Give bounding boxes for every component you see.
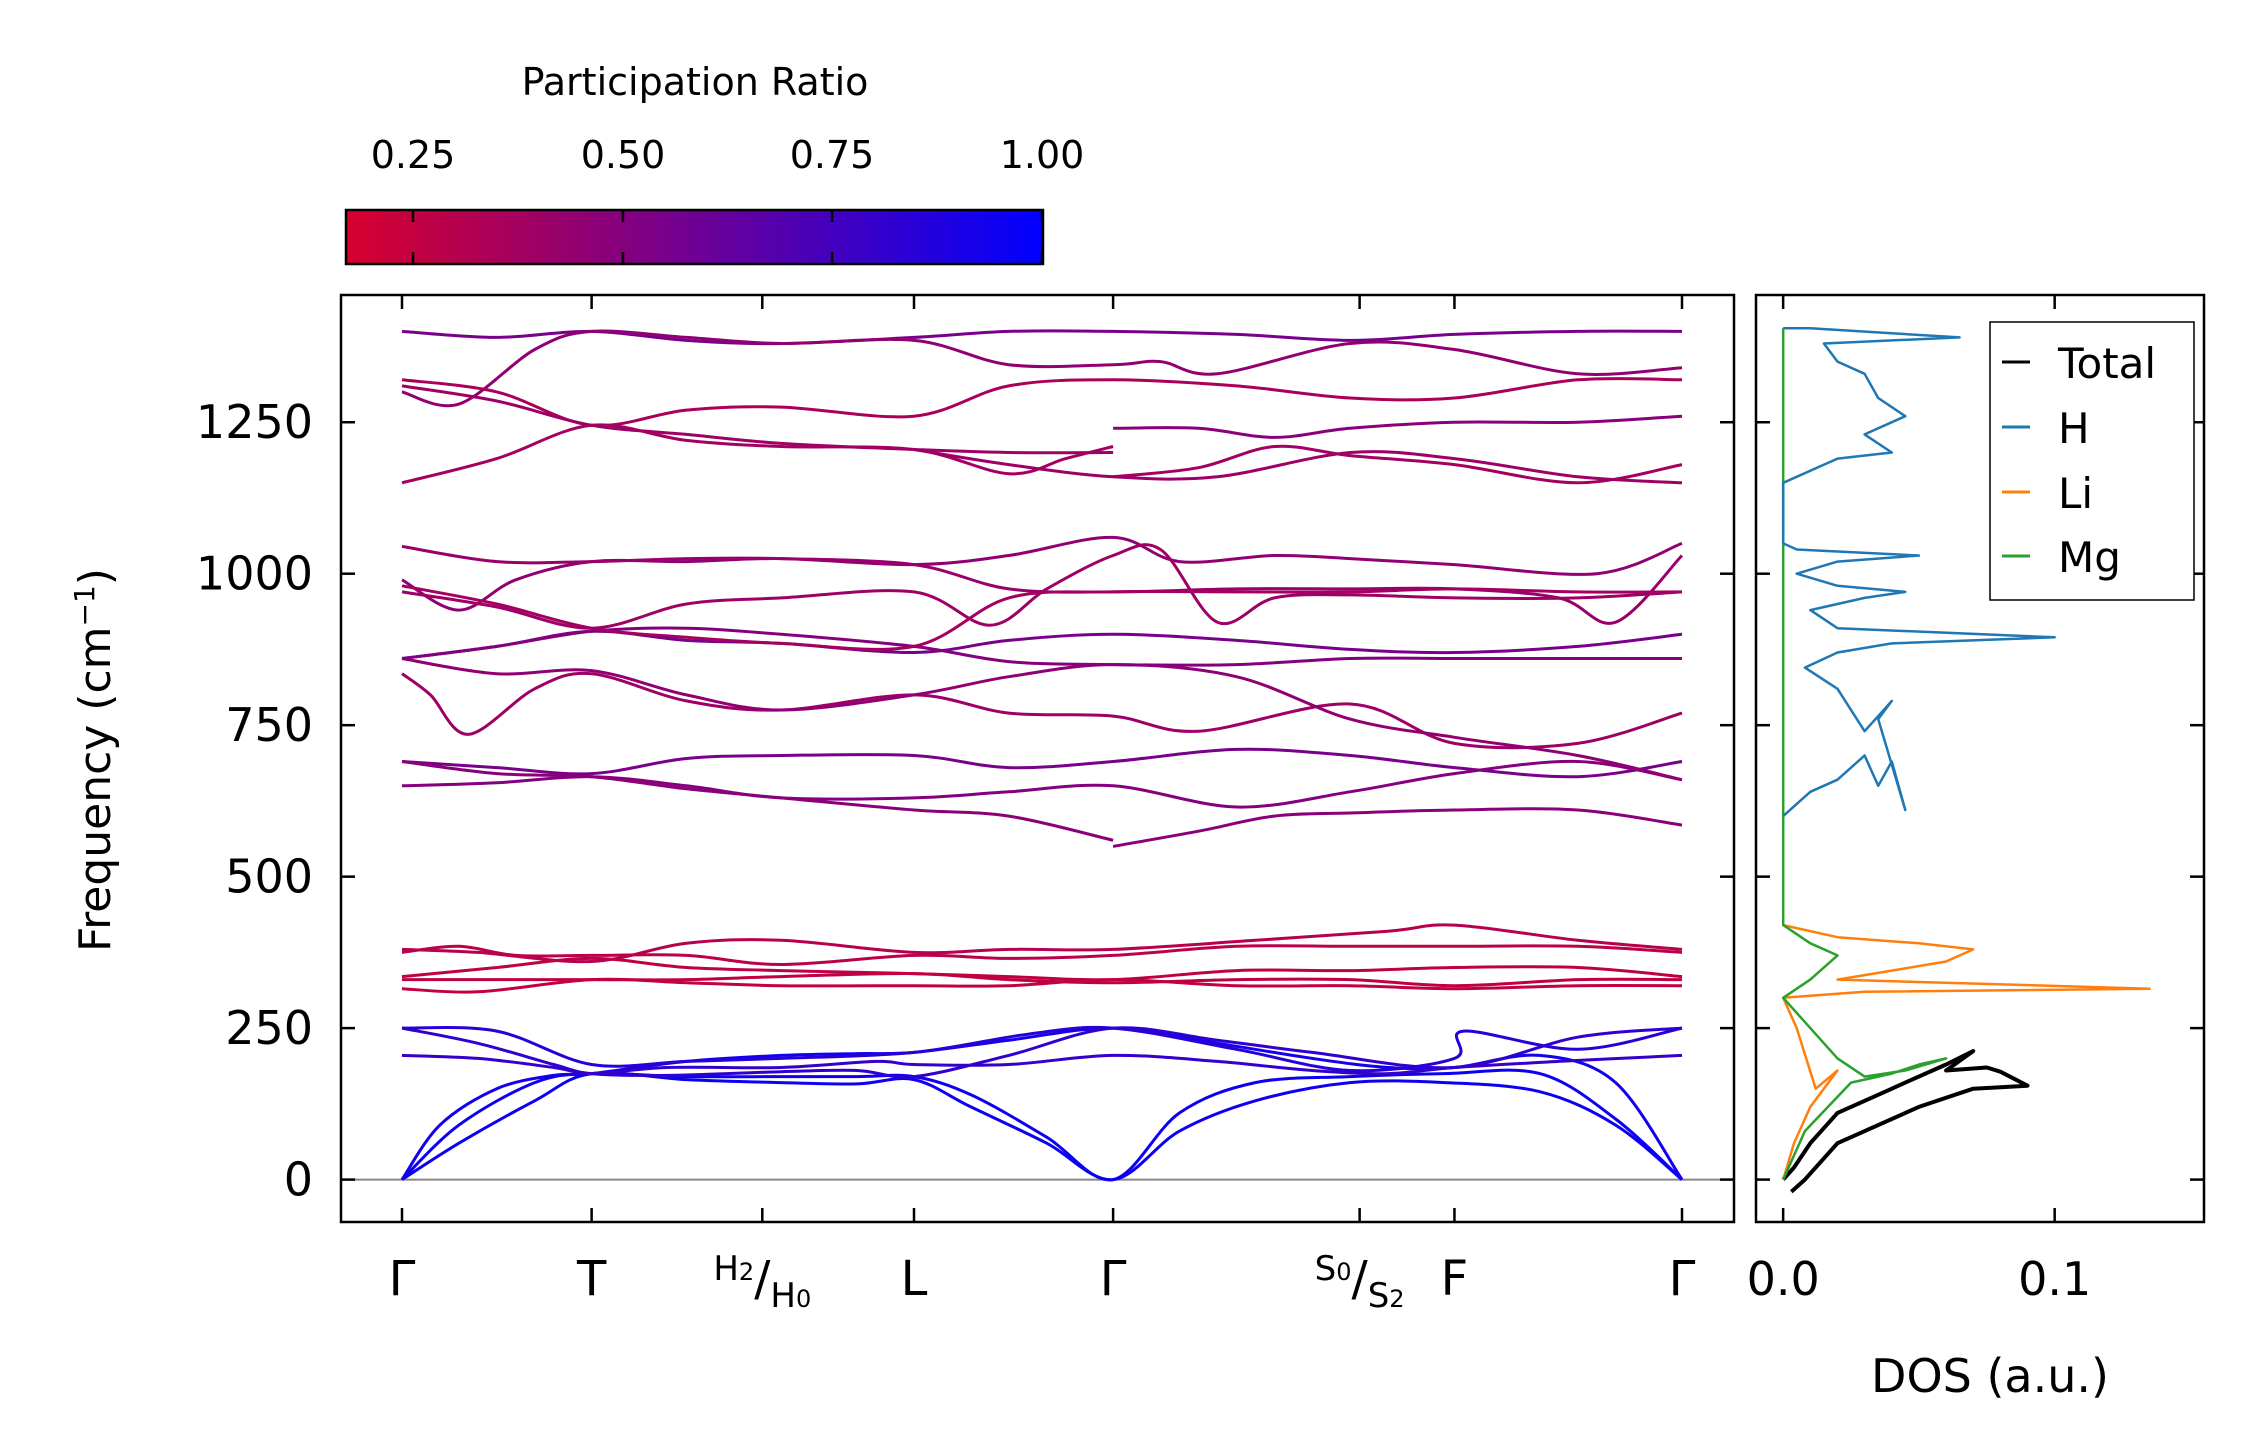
kpoint-s-right-sub: 2 [1389, 1285, 1404, 1313]
band-line-acoustic-2 [400, 1068, 1684, 1182]
band-line-top-5b [1112, 444, 1683, 485]
kpoint-label-gamma: Γ [1100, 1251, 1127, 1307]
colorbar-tick-label: 0.50 [581, 133, 666, 177]
kpoint-label-s: S0/S2 [1315, 1249, 1405, 1316]
band-line-hi-3b [1112, 807, 1683, 848]
legend-label-total: Total [2057, 339, 2156, 388]
colorbar [344, 208, 1045, 266]
colorbar-ticks [411, 210, 1044, 264]
kpoint-h-left: H [713, 1249, 739, 1289]
colorbar-tick-label: 0.25 [371, 133, 456, 177]
y-tick-label: 1000 [196, 547, 313, 601]
band-line-hi-5 [401, 657, 1683, 782]
band-line-hi-7 [401, 626, 1682, 667]
kpoint-label-l: L [901, 1251, 928, 1307]
band-plot: 0 250 500 750 1000 1250 Frequency (cm−1) Γ T … [68, 293, 1736, 1316]
band-line-hi-6 [401, 629, 1683, 660]
y-tick-label: 500 [225, 850, 313, 904]
dos-plot: 0.0 0.1 DOS (a.u.) Total H Li Mg [1747, 293, 2206, 1403]
dos-line-total [1781, 1049, 2030, 1194]
band-line-top-2 [401, 329, 1683, 408]
kpoint-labels: Γ T H2/H0 L Γ S0/S2 F Γ [389, 1249, 1696, 1316]
colorbar-tick-label: 0.75 [790, 133, 875, 177]
band-line-mid-1 [401, 923, 1683, 964]
band-line-opt-low-2 [401, 1053, 1683, 1076]
kpoint-h-slash: / [754, 1251, 771, 1307]
legend-box [1989, 321, 2195, 601]
band-line-hi-9 [401, 543, 1683, 630]
band-line-mid-5 [401, 977, 1683, 994]
kpoint-s-left-sub: 0 [1336, 1258, 1351, 1286]
kpoint-label-h: H2/H0 [713, 1249, 811, 1316]
kpoint-label-t: T [576, 1251, 607, 1307]
band-line-hi-11 [401, 584, 1683, 651]
kpoint-label-f: F [1441, 1251, 1469, 1307]
dos-line-li [1781, 923, 2151, 1180]
band-line-top-6 [913, 448, 1683, 485]
y-axis-label-sup: −1 [68, 585, 101, 626]
kpoint-s-left: S [1315, 1249, 1337, 1289]
dos-line-h [1781, 327, 2056, 818]
kpoint-label-gamma: Γ [389, 1251, 416, 1307]
band-line-top-4 [401, 384, 1114, 455]
band-y-axis: 0 250 500 750 1000 1250 [196, 395, 1734, 1207]
band-line-acoustic-3 [400, 1026, 1684, 1181]
dos-legend: Total H Li Mg [1989, 321, 2195, 601]
legend-label-li: Li [2058, 469, 2093, 518]
kpoint-h-left-sub: 2 [739, 1258, 754, 1286]
band-line-top-5 [401, 423, 1114, 485]
kpoint-label-gamma: Γ [1669, 1251, 1696, 1307]
dos-line-mg [1781, 328, 1948, 1181]
dos-plot-frame [1754, 293, 2206, 1224]
band-line-mid-2 [401, 944, 1683, 967]
band-line-hi-8 [401, 535, 1683, 612]
kpoint-h-right: H [770, 1276, 796, 1316]
colorbar-tick-label: 1.00 [1000, 133, 1085, 177]
colorbar-title: Participation Ratio [522, 60, 869, 104]
band-line-opt-low-3 [401, 1025, 1683, 1073]
band-line-hi-3 [401, 760, 1114, 842]
y-tick-label: 750 [225, 698, 313, 752]
colorbar-tick-labels: 0.25 0.50 0.75 1.00 [371, 133, 1085, 177]
y-tick-label: 1250 [196, 395, 313, 449]
band-x-axis [400, 295, 1684, 1222]
band-line-mid-3 [401, 956, 1683, 982]
y-axis-label: Frequency (cm−1) [68, 568, 122, 952]
y-axis-label-main: Frequency (cm [70, 626, 121, 952]
kpoint-s-slash: / [1352, 1251, 1369, 1307]
dos-x-tick-label: 0.0 [1747, 1252, 1820, 1306]
dos-lines [1781, 327, 2151, 1194]
kpoint-s-right: S [1368, 1276, 1390, 1316]
band-line-hi-4 [401, 671, 1683, 750]
band-line-acoustic-1 [401, 1071, 1683, 1182]
y-tick-label: 250 [225, 1001, 313, 1055]
legend-label-h: H [2058, 404, 2090, 453]
band-line-top-4b [1113, 414, 1683, 439]
legend-label-mg: Mg [2058, 533, 2121, 582]
band-line-top-3 [401, 376, 1683, 428]
dos-axis-ticks [1756, 295, 2204, 1222]
kpoint-h-right-sub: 0 [796, 1285, 811, 1313]
band-lines [400, 329, 1684, 1182]
dos-x-axis-label: DOS (a.u.) [1871, 1349, 2109, 1403]
band-line-hi-10 [401, 544, 1684, 625]
y-axis-label-close: ) [70, 568, 121, 585]
band-plot-frame [339, 293, 1736, 1224]
band-line-hi-1 [401, 747, 1683, 779]
dos-x-tick-label: 0.1 [2018, 1252, 2091, 1306]
y-tick-label: 0 [284, 1153, 313, 1207]
